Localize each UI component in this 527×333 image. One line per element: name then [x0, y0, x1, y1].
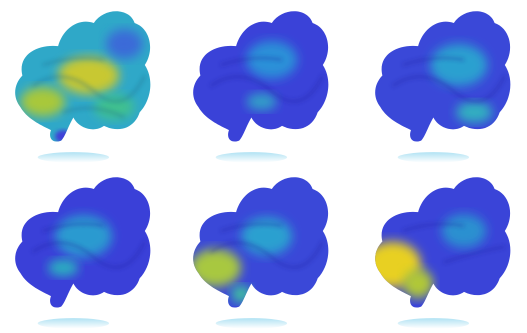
render-panel: [364, 177, 510, 328]
reflection: [38, 152, 109, 163]
render-panel: [193, 11, 328, 162]
render-panel: [190, 177, 328, 328]
figure: [0, 0, 527, 333]
render-panel: [15, 177, 150, 328]
reflection: [398, 152, 469, 163]
reflection: [38, 318, 109, 329]
reflection: [398, 318, 469, 329]
reflection: [216, 318, 287, 329]
render-panel: [375, 11, 510, 162]
reflection: [216, 152, 287, 163]
render-panel: [15, 11, 150, 162]
